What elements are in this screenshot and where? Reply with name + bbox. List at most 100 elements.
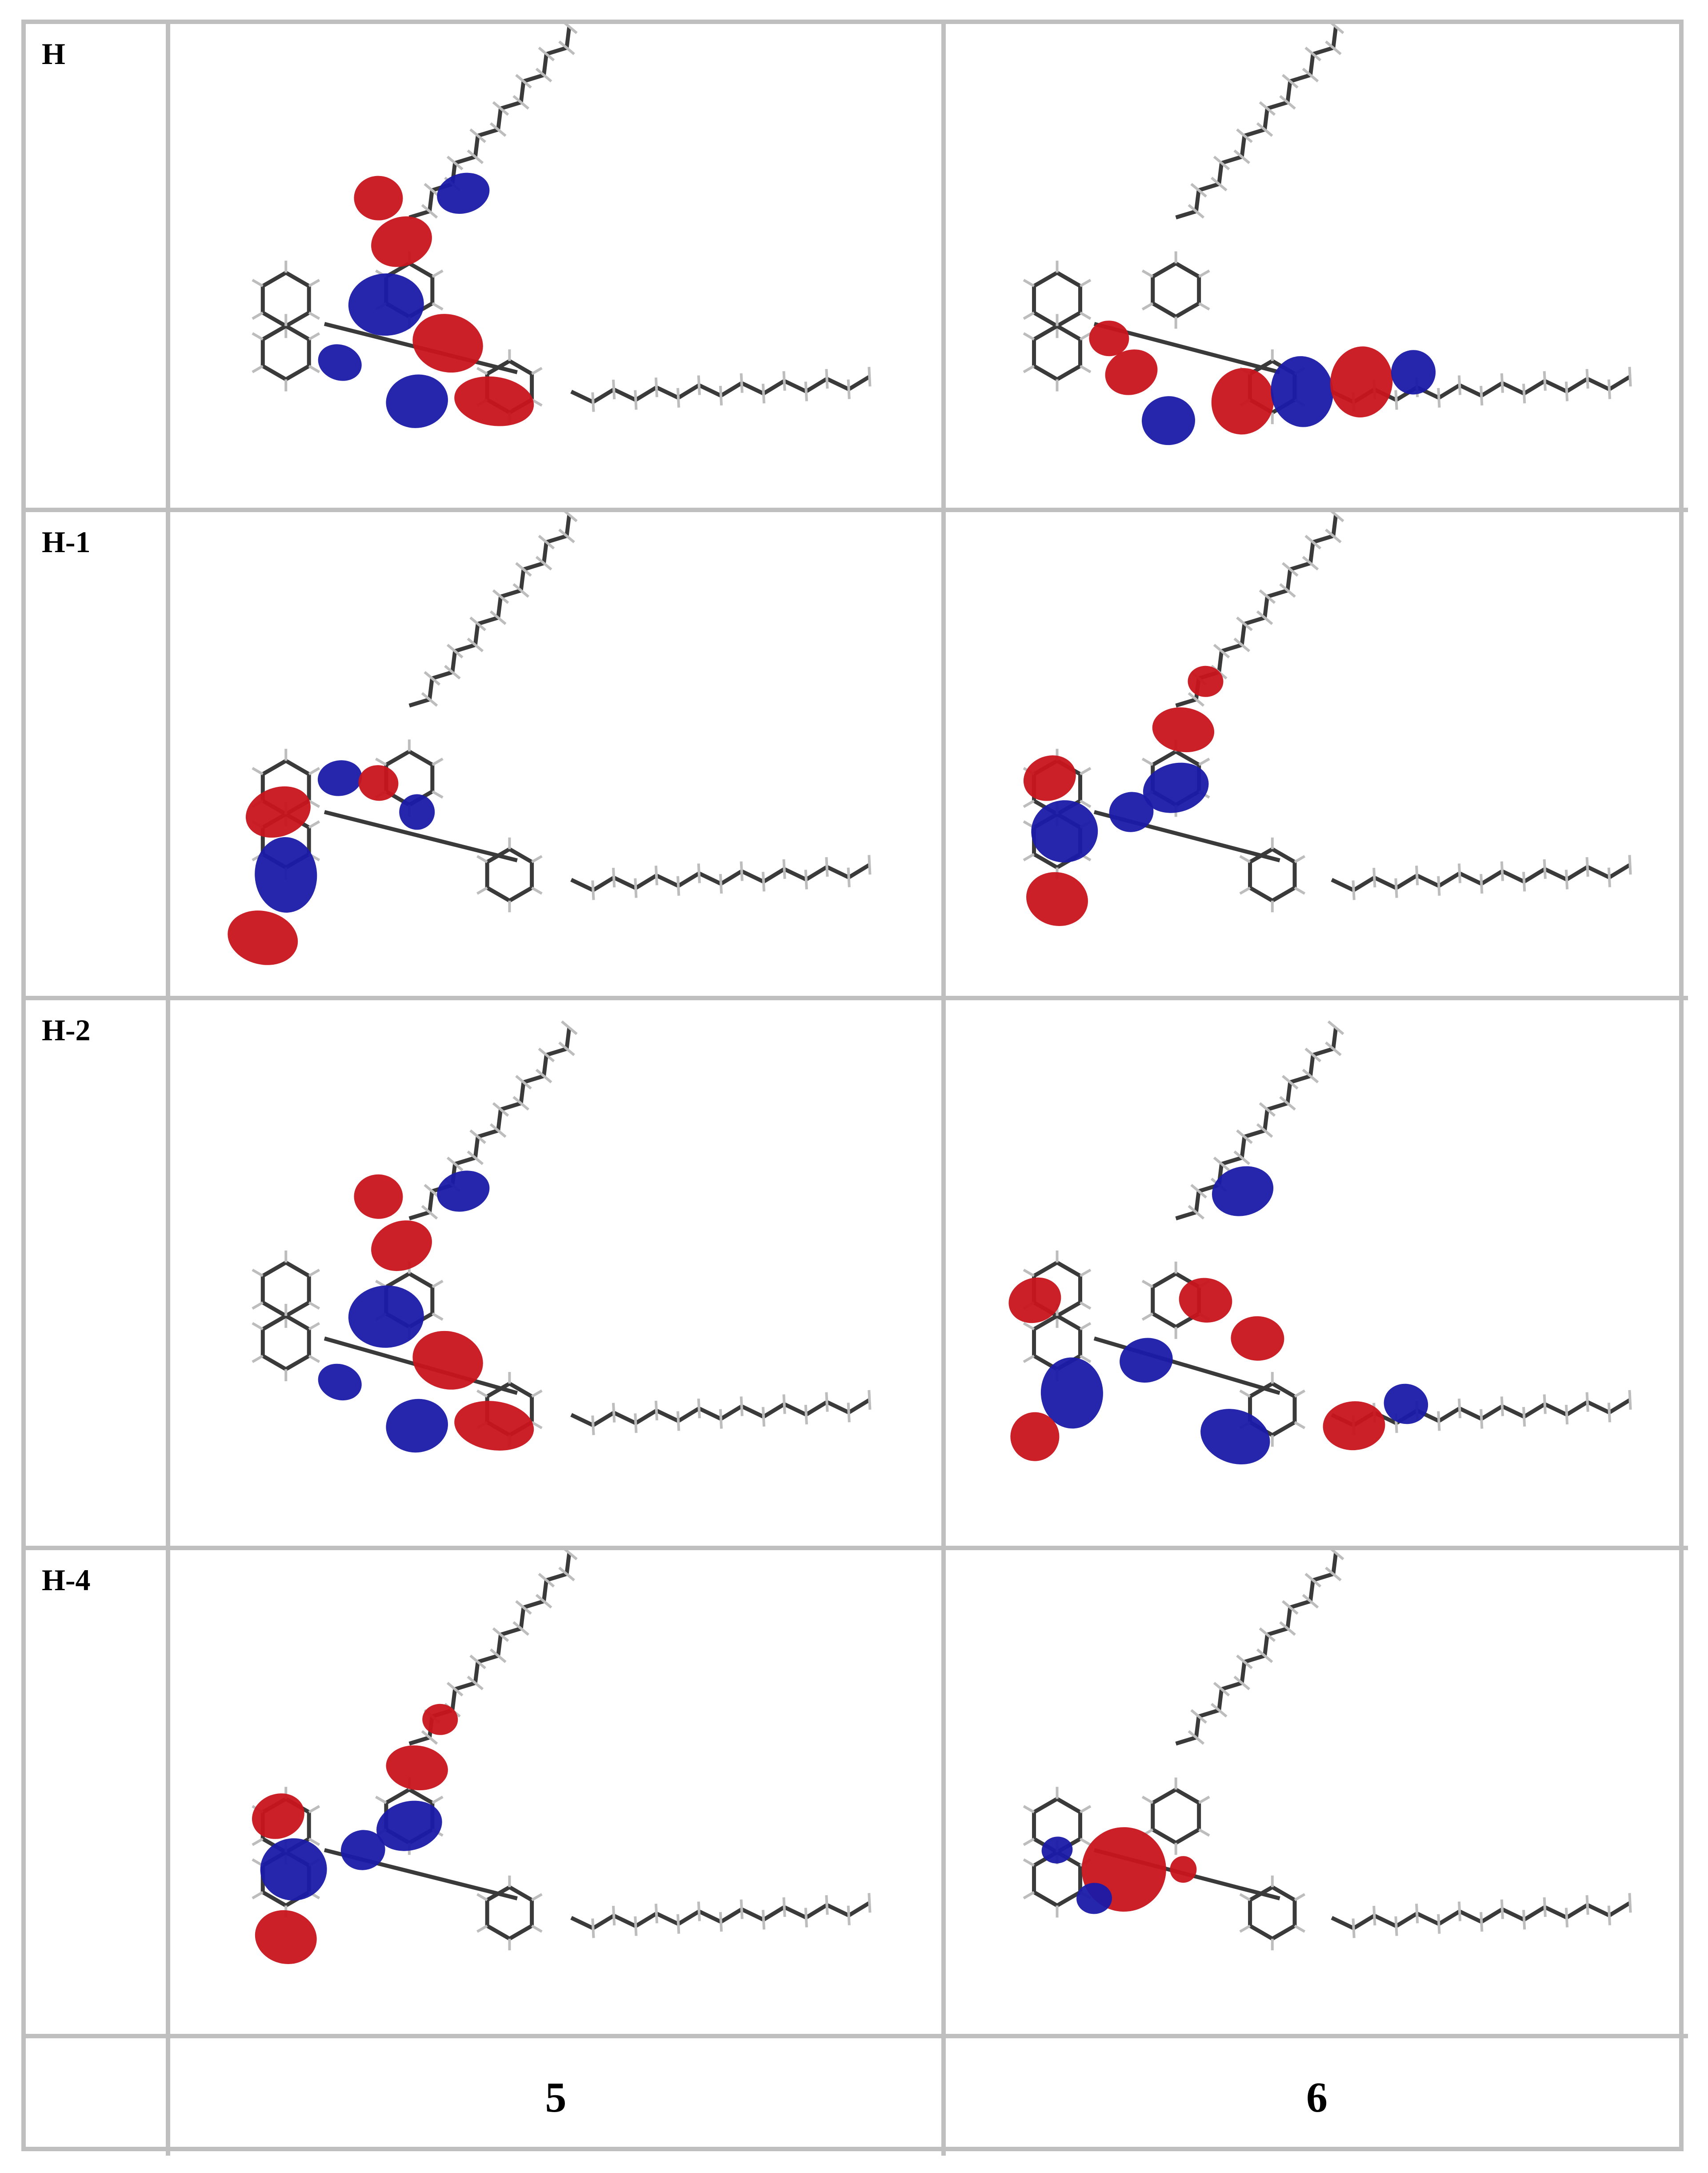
hydrogen-bond <box>612 379 616 390</box>
hydrogen-bond <box>634 390 637 400</box>
hydrogen-bond <box>1294 1893 1306 1901</box>
hydrogen-bond <box>454 1163 464 1171</box>
hydrogen-bond <box>497 617 507 625</box>
orbital-lobe-positive <box>354 1174 403 1219</box>
hydrogen-bond <box>558 1041 568 1050</box>
hydrogen-bond <box>1332 47 1342 56</box>
hydrogen-bond <box>531 1421 543 1429</box>
hydrogen-bond <box>566 47 575 56</box>
hydrogen-bond <box>847 867 850 878</box>
hydrogen-bond <box>1480 1419 1484 1429</box>
hydrogen-bond <box>558 529 568 537</box>
hydrogen-bond <box>500 1633 509 1642</box>
hydrogen-bond <box>252 279 264 287</box>
hydrogen-bond <box>545 53 555 61</box>
hydrogen-bond <box>531 367 543 375</box>
hydrogen-bond <box>308 1837 320 1846</box>
hydrogen-bond <box>1304 47 1314 55</box>
hydrogen-bond <box>308 799 320 808</box>
hydrogen-bond <box>1373 1915 1376 1926</box>
hydrogen-bond <box>1312 541 1322 549</box>
hydrogen-bond <box>1585 1895 1589 1905</box>
hydrogen-bond <box>825 1392 828 1402</box>
hydrogen-bond <box>1195 1211 1205 1220</box>
hydrogen-bond <box>1244 623 1253 631</box>
molecule-cell <box>946 1000 1688 1550</box>
orbital-lobe-negative <box>317 760 362 796</box>
orbital-lobe-positive <box>1008 1277 1061 1323</box>
hydrogen-bond <box>868 1903 872 1913</box>
molecule-skeleton <box>1023 1550 1632 1951</box>
hydrogen-bond <box>1332 1573 1342 1582</box>
empty-corner-cell <box>26 2038 170 2156</box>
hydrogen-bond <box>1325 529 1334 537</box>
row-label: H-2 <box>42 1013 91 1047</box>
hydrogen-bond <box>868 377 872 387</box>
hydrogen-bond <box>634 878 637 888</box>
hydrogen-bond <box>1325 1041 1334 1050</box>
hydrogen-bond <box>1628 377 1632 387</box>
hydrogen-bond <box>1287 101 1296 110</box>
hydrogen-bond <box>477 1661 486 1669</box>
hydrogen-bond <box>1079 1322 1092 1331</box>
hydrogen-bond <box>1198 1190 1207 1199</box>
orbital-lobe-negative <box>386 374 448 428</box>
hydrogen-bond <box>492 1102 502 1111</box>
orbital-lobe-negative <box>255 837 317 913</box>
hydrogen-bond <box>1210 176 1220 185</box>
hydrogen-bond <box>1332 535 1342 544</box>
hydrogen-bond <box>469 1129 479 1138</box>
hydrogen-bond <box>761 384 765 394</box>
hydrogen-bond <box>1188 692 1197 701</box>
hydrogen-bond <box>634 1413 637 1423</box>
hydrogen-bond <box>531 398 543 407</box>
hydrogen-bond <box>1141 302 1154 311</box>
hydrogen-bond <box>1304 1047 1314 1056</box>
orbital-lobe-positive <box>1188 666 1224 697</box>
hydrogen-bond <box>825 857 828 867</box>
hydrogen-bond <box>1079 767 1092 775</box>
hydrogen-bond <box>476 367 488 375</box>
hydrogen-bond <box>467 637 476 646</box>
orbital-lobe-positive <box>358 765 399 801</box>
hydrogen-bond <box>308 1355 320 1363</box>
hydrogen-bond <box>531 1924 543 1933</box>
hydrogen-bond <box>545 1054 555 1062</box>
orbital-lobe-positive <box>386 1745 448 1791</box>
hydrogen-bond <box>1236 128 1245 137</box>
hydrogen-bond <box>538 47 548 55</box>
row-label-cell: H <box>26 24 170 512</box>
hydrogen-bond <box>454 1688 464 1697</box>
hydrogen-bond <box>1415 866 1419 876</box>
hydrogen-bond <box>634 1916 637 1926</box>
hydrogen-bond <box>591 1918 595 1928</box>
hydrogen-bond <box>1500 1406 1504 1416</box>
hydrogen-bond <box>697 385 701 395</box>
hydrogen-bond <box>1198 269 1210 278</box>
orbital-lobe-negative <box>386 1399 448 1453</box>
hydrogen-bond <box>1294 855 1306 863</box>
column-label-cell: 5 <box>170 2038 946 2156</box>
hydrogen-bond <box>543 1075 552 1083</box>
orbital-lobe-negative <box>1212 1166 1274 1216</box>
hydrogen-bond <box>1079 365 1092 373</box>
hydrogen-bond <box>1325 40 1334 49</box>
hydrogen-bond <box>1294 886 1306 895</box>
hydrogen-bond <box>432 1279 444 1288</box>
hydrogen-bond <box>446 644 456 652</box>
molecule-cell <box>946 24 1688 512</box>
hydrogen-bond <box>421 204 431 212</box>
hydrogen-bond <box>1437 1411 1440 1421</box>
hydrogen-bond <box>375 758 387 766</box>
hydrogen-bond <box>1233 1676 1243 1684</box>
hydrogen-bond <box>558 1567 568 1575</box>
hydrogen-bond <box>783 1404 786 1414</box>
hydrogen-bond <box>566 1047 575 1056</box>
hydrogen-bond <box>252 332 264 341</box>
orbital-lobe-positive <box>1105 349 1158 395</box>
hydrogen-bond <box>719 1409 723 1419</box>
hydrogen-bond <box>1256 1123 1266 1132</box>
hydrogen-bond <box>538 535 548 543</box>
hydrogen-bond <box>568 1552 578 1560</box>
hydrogen-bond <box>523 80 532 89</box>
